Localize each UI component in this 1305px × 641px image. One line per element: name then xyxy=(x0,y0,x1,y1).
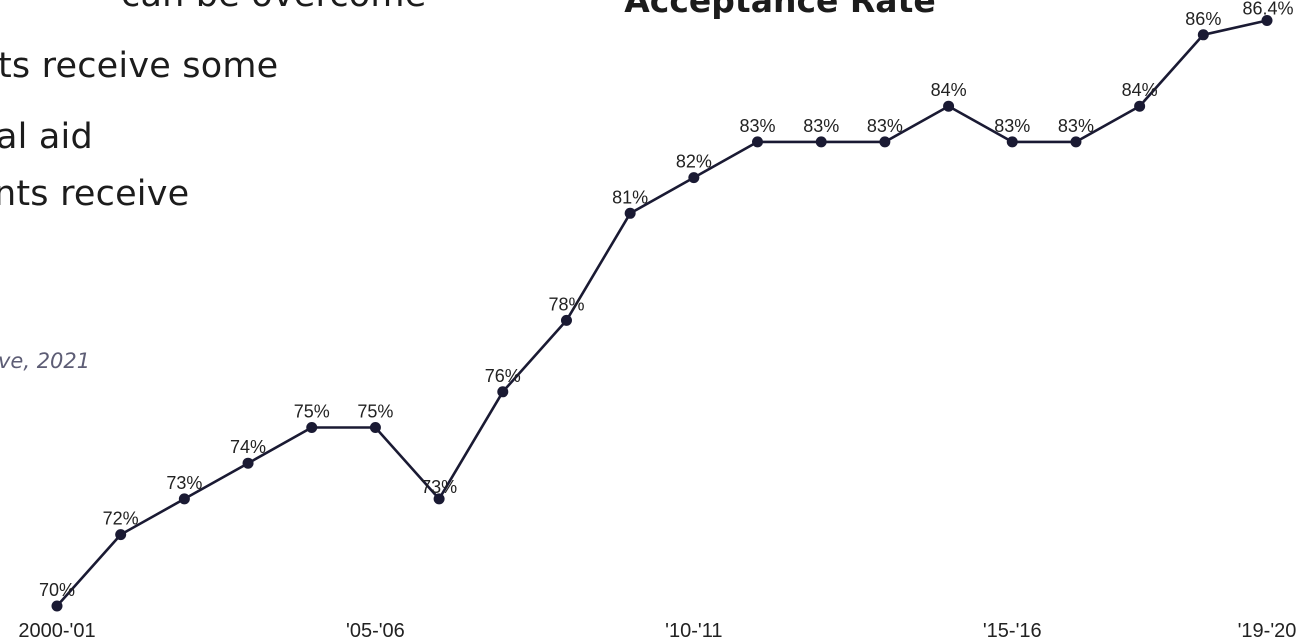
data-point xyxy=(560,314,572,326)
data-label: 74% xyxy=(230,437,266,457)
data-label: 73% xyxy=(421,477,457,497)
data-label: 72% xyxy=(103,509,139,529)
data-label: 81% xyxy=(612,187,648,207)
data-point xyxy=(178,493,190,505)
data-label: 84% xyxy=(1122,80,1158,100)
data-label: 82% xyxy=(676,152,712,172)
data-point xyxy=(51,600,63,612)
bullet-line-3: al aid xyxy=(0,117,93,157)
x-tick-label: '05-'06 xyxy=(346,620,405,641)
data-point xyxy=(1134,100,1146,112)
data-label: 75% xyxy=(294,402,330,422)
data-point xyxy=(306,422,318,433)
bullet-line-1: can be overcome xyxy=(121,0,426,13)
data-point xyxy=(497,386,509,398)
data-label: 78% xyxy=(548,294,584,314)
data-label: 70% xyxy=(39,580,75,600)
data-point xyxy=(1070,136,1082,148)
data-point xyxy=(115,529,127,541)
data-point xyxy=(688,172,700,184)
data-label: 83% xyxy=(740,116,776,136)
x-tick-label: '15-'16 xyxy=(983,620,1042,641)
data-point xyxy=(815,136,827,148)
bullet-line-4: nts receive xyxy=(0,174,190,214)
source-citation: ve, 2021 xyxy=(0,349,91,373)
data-point xyxy=(1197,29,1209,41)
bullet-text-panel: can be overcome ts receive some al aid n… xyxy=(0,0,426,392)
data-label: 75% xyxy=(357,402,393,422)
chart-title: Acceptance Rate xyxy=(624,0,936,20)
data-label: 76% xyxy=(485,366,521,386)
data-label: 83% xyxy=(867,116,903,136)
data-label: 84% xyxy=(931,80,967,100)
data-label: 86.4% xyxy=(1242,0,1293,19)
data-label: 83% xyxy=(1058,116,1094,136)
data-point xyxy=(879,136,891,148)
data-point xyxy=(943,100,955,112)
data-point xyxy=(1006,136,1018,148)
series-line xyxy=(56,19,1268,607)
data-point xyxy=(242,457,254,469)
data-point xyxy=(624,207,636,219)
x-tick-label: '19-'20 xyxy=(1238,620,1297,641)
data-point xyxy=(369,422,381,433)
data-label: 73% xyxy=(166,473,202,493)
x-tick-label: 2000-'01 xyxy=(18,620,95,641)
data-label: 83% xyxy=(803,116,839,136)
data-label: 86% xyxy=(1185,9,1221,29)
x-tick-label: '10-'11 xyxy=(665,620,722,641)
data-point xyxy=(752,136,764,148)
bullet-line-2: ts receive some xyxy=(0,46,279,86)
data-point xyxy=(433,493,445,505)
data-point xyxy=(1261,15,1273,27)
data-label: 83% xyxy=(994,116,1030,136)
